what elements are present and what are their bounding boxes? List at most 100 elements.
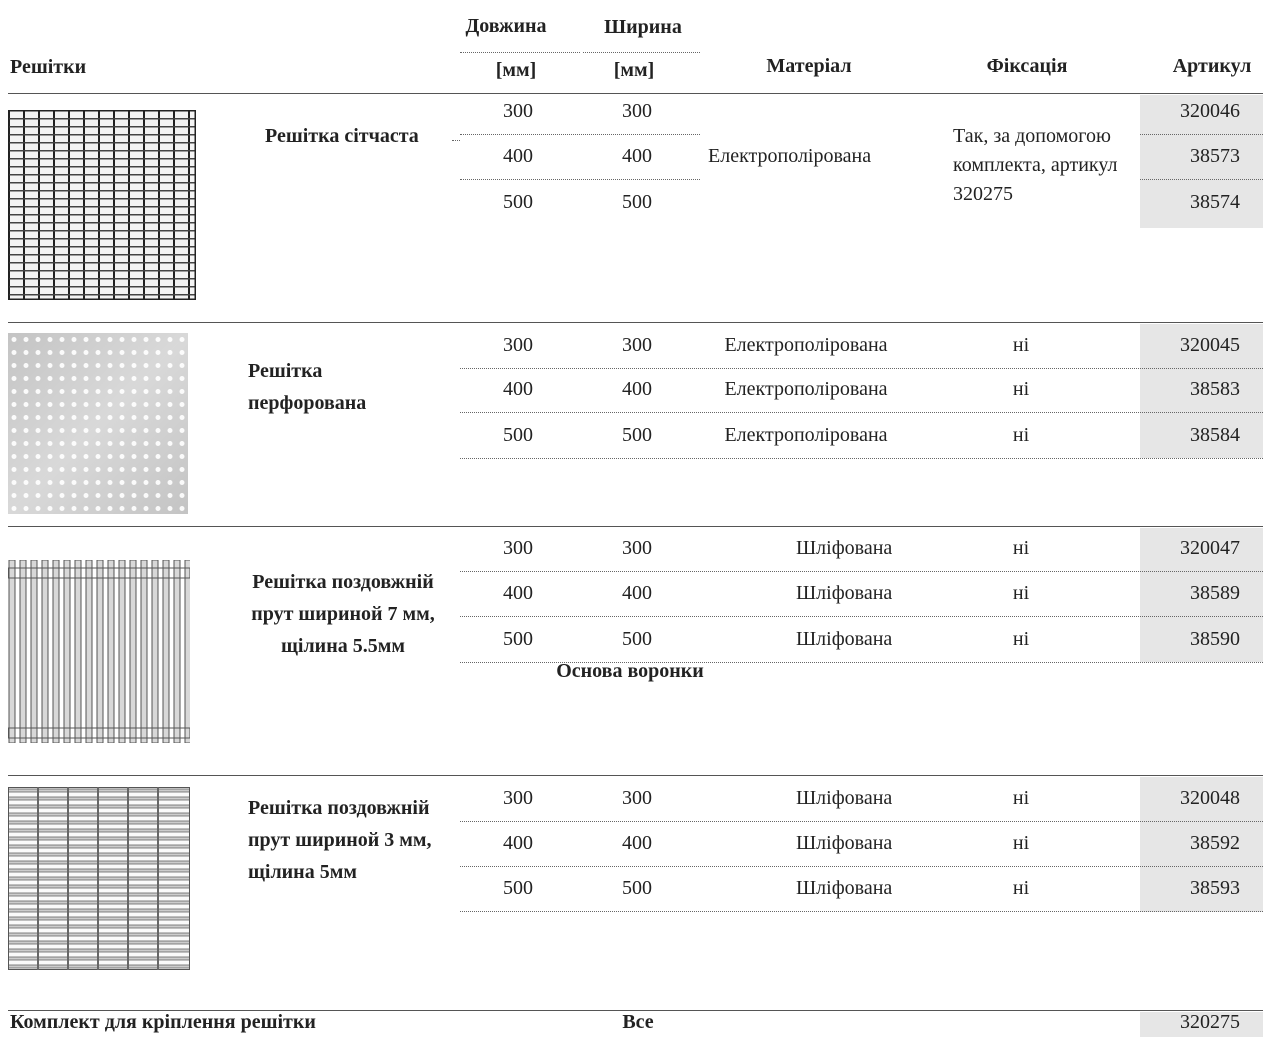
separator <box>8 93 1263 94</box>
mesh-grate-image <box>8 110 196 300</box>
width: 300 <box>622 100 652 122</box>
material: Електрополірована <box>724 424 888 446</box>
header-material: Матеріал <box>766 55 852 77</box>
fixation: ні <box>1012 877 1030 899</box>
material: Шліфована <box>796 787 893 809</box>
separator <box>8 526 1263 527</box>
width: 400 <box>622 378 652 400</box>
article: 38592 <box>1190 832 1240 854</box>
material: Шліфована <box>796 537 893 559</box>
article: 320046 <box>1180 100 1240 122</box>
article-bg <box>1140 528 1263 662</box>
row-divider <box>460 134 700 135</box>
header-product: Решітки <box>10 56 87 78</box>
width: 400 <box>622 145 652 167</box>
length: 400 <box>503 145 533 167</box>
kit-article: 320275 <box>1180 1011 1240 1033</box>
material: Шліфована <box>796 832 893 854</box>
fixation: ні <box>1012 537 1030 559</box>
perforated-grate-image <box>8 333 188 514</box>
row-divider <box>460 179 700 180</box>
row-divider <box>460 368 1263 369</box>
row-divider <box>460 412 1263 413</box>
row-divider <box>460 821 1263 822</box>
row-divider <box>1140 134 1263 135</box>
width: 300 <box>622 537 652 559</box>
width: 500 <box>622 877 652 899</box>
row-divider <box>460 616 1263 617</box>
row-divider <box>460 866 1263 867</box>
article-bg <box>1140 324 1263 458</box>
bar-grate-7mm-image <box>8 560 190 743</box>
fixation: ні <box>1012 334 1030 356</box>
header-fixation: Фіксація <box>986 55 1068 77</box>
row-divider <box>1140 179 1263 180</box>
kit-size: Все <box>622 1011 654 1033</box>
length: 300 <box>503 334 533 356</box>
article: 320048 <box>1180 787 1240 809</box>
article: 38584 <box>1190 424 1240 446</box>
width: 300 <box>622 334 652 356</box>
row-divider <box>460 662 1263 663</box>
article-bg <box>1140 777 1263 912</box>
length: 300 <box>503 787 533 809</box>
header-width-unit: [мм] <box>613 59 655 81</box>
row-divider <box>452 140 460 141</box>
grate-name: Решітка перфорована <box>248 360 367 414</box>
grate-name: Решітка поздовжній прут шириной 3 мм, щі… <box>248 797 432 883</box>
material: Шліфована <box>796 877 893 899</box>
width: 500 <box>622 628 652 650</box>
fixation: ні <box>1012 424 1030 446</box>
material: Електрополірована <box>724 334 888 356</box>
row-divider <box>460 52 580 53</box>
row-divider <box>583 52 700 53</box>
width: 400 <box>622 582 652 604</box>
note: Основа воронки <box>556 660 704 682</box>
article: 38574 <box>1190 191 1240 213</box>
row-divider <box>460 458 1263 459</box>
length: 400 <box>503 378 533 400</box>
length: 300 <box>503 537 533 559</box>
fixation: Так, за допомогою комплекта, артикул 320… <box>953 125 1118 205</box>
row-divider <box>460 911 1263 912</box>
article: 320045 <box>1180 334 1240 356</box>
length: 400 <box>503 832 533 854</box>
article: 38583 <box>1190 378 1240 400</box>
row-divider <box>460 571 1263 572</box>
separator <box>8 1010 1263 1011</box>
separator <box>8 775 1263 776</box>
article-bg <box>1140 1012 1263 1037</box>
header-width: Ширина <box>604 16 682 38</box>
fixation: ні <box>1012 378 1030 400</box>
header-length: Довжина <box>465 15 547 37</box>
article-bg <box>1140 95 1263 228</box>
material: Електрополірована <box>724 378 888 400</box>
width: 500 <box>622 424 652 446</box>
material: Електрополірована <box>708 145 872 167</box>
article: 38593 <box>1190 877 1240 899</box>
width: 500 <box>622 191 652 213</box>
article: 320047 <box>1180 537 1240 559</box>
width: 400 <box>622 832 652 854</box>
fixation: ні <box>1012 628 1030 650</box>
grate-name: Решітка поздовжній прут шириной 7 мм, щі… <box>251 571 435 657</box>
length: 500 <box>503 628 533 650</box>
header-article: Артикул <box>1172 55 1252 77</box>
material: Шліфована <box>796 628 893 650</box>
width: 300 <box>622 787 652 809</box>
article: 38573 <box>1190 145 1240 167</box>
separator <box>8 322 1263 323</box>
bar-grate-3mm-image <box>8 787 190 970</box>
article: 38590 <box>1190 628 1240 650</box>
length: 500 <box>503 191 533 213</box>
article: 38589 <box>1190 582 1240 604</box>
fixation: ні <box>1012 832 1030 854</box>
fixation: ні <box>1012 787 1030 809</box>
kit-name: Комплект для кріплення решітки <box>10 1011 316 1033</box>
length: 500 <box>503 424 533 446</box>
material: Шліфована <box>796 582 893 604</box>
grate-name: Решітка сітчаста <box>265 125 419 147</box>
length: 300 <box>503 100 533 122</box>
length: 500 <box>503 877 533 899</box>
